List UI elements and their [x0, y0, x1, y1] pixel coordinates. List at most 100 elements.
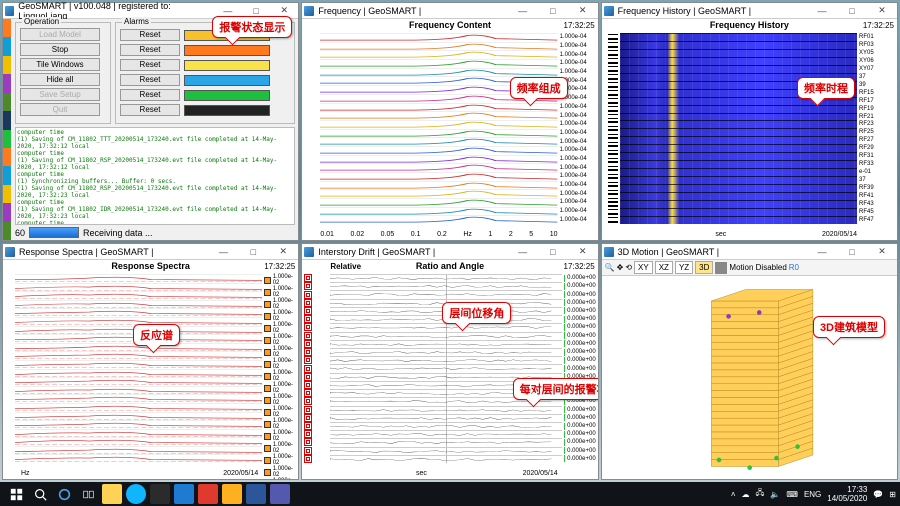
- close-icon[interactable]: ✕: [570, 4, 596, 18]
- app-icon: [5, 6, 14, 16]
- operation-legend: Operation: [22, 17, 61, 26]
- callout-3d-model: 3D建筑模型: [813, 316, 885, 338]
- callout-alarm-status: 报警状态显示: [212, 16, 292, 38]
- close-icon[interactable]: ✕: [270, 245, 296, 259]
- minimize-icon[interactable]: —: [210, 245, 236, 259]
- alarm-reset-button[interactable]: Reset: [120, 59, 180, 71]
- progress-bar: [29, 227, 79, 238]
- cortana-icon[interactable]: [54, 484, 74, 504]
- alarm-reset-button[interactable]: Reset: [120, 89, 180, 101]
- alarm-status-bar: [184, 60, 270, 71]
- callout-freq-hist: 频率时程: [797, 77, 855, 99]
- timestamp: 17:32:25: [863, 21, 894, 30]
- x-axis: sec2020/05/14: [320, 470, 557, 477]
- teams-icon[interactable]: [270, 484, 290, 504]
- view-xy-button[interactable]: XY: [634, 261, 653, 274]
- maximize-icon[interactable]: □: [540, 4, 566, 18]
- tray-volume-icon[interactable]: 🔈: [770, 490, 780, 499]
- tray-keyboard-icon[interactable]: ⌨: [786, 490, 798, 499]
- maximize-icon[interactable]: □: [240, 245, 266, 259]
- alarm-reset-button[interactable]: Reset: [120, 74, 180, 86]
- window-title: Interstory Drift | GeoSMART |: [318, 247, 435, 257]
- window-title: Frequency | GeoSMART |: [318, 6, 421, 16]
- alarm-reset-button[interactable]: Reset: [120, 29, 180, 41]
- close-icon[interactable]: ✕: [869, 245, 895, 259]
- system-tray[interactable]: ˄ ☁ 🖧 🔈 ⌨ ENG 17:33 14/05/2020 💬 ⊞: [731, 485, 896, 503]
- window-title: Response Spectra | GeoSMART |: [19, 247, 153, 257]
- x-axis: 0.010.020.050.10.2 Hz12510: [320, 231, 557, 238]
- minimize-icon[interactable]: —: [510, 245, 536, 259]
- view-xz-button[interactable]: XZ: [655, 261, 673, 274]
- minimize-icon[interactable]: —: [809, 245, 835, 259]
- search-icon[interactable]: [30, 484, 50, 504]
- callout-freq-comp: 频率组成: [510, 77, 568, 99]
- view-3d-button[interactable]: 3D: [695, 261, 713, 274]
- minimize-icon[interactable]: —: [510, 4, 536, 18]
- op-hide-all-button[interactable]: Hide all: [20, 73, 100, 86]
- window-title: 3D Motion | GeoSMART |: [618, 247, 719, 257]
- titlebar[interactable]: 3D Motion | GeoSMART | — □ ✕: [602, 244, 897, 260]
- view-yz-button[interactable]: YZ: [675, 261, 693, 274]
- explorer-icon[interactable]: [102, 484, 122, 504]
- maximize-icon[interactable]: □: [540, 245, 566, 259]
- tray-chevron-icon[interactable]: ˄: [731, 490, 736, 499]
- callout-resp-spec: 反应谱: [133, 324, 180, 346]
- start-button[interactable]: [6, 484, 26, 504]
- close-icon[interactable]: ✕: [869, 4, 895, 18]
- window-frequency-history: Frequency History | GeoSMART | — □ ✕ Fre…: [601, 2, 898, 241]
- progress-value: 60: [15, 228, 25, 238]
- y-labels: 1.000e-021.000e-021.000e-021.000e-021.00…: [264, 274, 296, 463]
- frequency-chart: [320, 33, 557, 224]
- app-red-icon[interactable]: [198, 484, 218, 504]
- tray-network-icon[interactable]: 🖧: [756, 487, 765, 501]
- app-icon: [604, 247, 614, 257]
- tray-overflow-icon[interactable]: ⊞: [889, 490, 896, 499]
- close-icon[interactable]: ✕: [570, 245, 596, 259]
- minimize-icon[interactable]: —: [809, 4, 835, 18]
- chart-subtitle: Relative: [330, 262, 361, 271]
- maximize-icon[interactable]: □: [839, 245, 865, 259]
- app-icon: [5, 247, 15, 257]
- taskview-icon[interactable]: [78, 484, 98, 504]
- op-tile-windows-button[interactable]: Tile Windows: [20, 58, 100, 71]
- alarm-reset-button[interactable]: Reset: [120, 104, 180, 116]
- op-load-model-button: Load Model: [20, 28, 100, 41]
- response-chart: [15, 274, 262, 463]
- app-music-icon[interactable]: [222, 484, 242, 504]
- color-swatch[interactable]: [715, 262, 727, 274]
- viewport-3d[interactable]: [606, 278, 893, 475]
- window-title: Frequency History | GeoSMART |: [618, 6, 751, 16]
- word-icon[interactable]: [246, 484, 266, 504]
- maximize-icon[interactable]: □: [839, 4, 865, 18]
- y-labels: 1.000e-041.000e-041.000e-041.000e-041.00…: [560, 33, 596, 224]
- zoom-icon[interactable]: 🔍: [605, 263, 615, 272]
- edge-icon[interactable]: [174, 484, 194, 504]
- pan-icon[interactable]: ✥: [617, 263, 624, 272]
- app-q-icon[interactable]: [126, 484, 146, 504]
- app-icon: [304, 247, 314, 257]
- timestamp: 17:32:25: [564, 262, 595, 271]
- x-axis: Hz2020/05/14: [21, 470, 258, 477]
- operation-group: Operation Load ModelStopTile WindowsHide…: [15, 22, 111, 124]
- alarm-status-bar: [184, 90, 270, 101]
- chart-title: Response Spectra: [3, 260, 298, 272]
- alarm-status-bar: [184, 45, 270, 56]
- tray-notification-icon[interactable]: 💬: [873, 490, 883, 499]
- y-labels: RF01RF03XY05XY06XY073739RF15RF17RF19RF21…: [859, 33, 895, 224]
- alarm-reset-button[interactable]: Reset: [120, 44, 180, 56]
- titlebar[interactable]: Frequency | GeoSMART | — □ ✕: [302, 3, 597, 19]
- terminal-icon[interactable]: [150, 484, 170, 504]
- tray-clock[interactable]: 17:33 14/05/2020: [827, 485, 867, 503]
- titlebar[interactable]: Frequency History | GeoSMART | — □ ✕: [602, 3, 897, 19]
- window-frequency: Frequency | GeoSMART | — □ ✕ Frequency C…: [301, 2, 598, 241]
- titlebar[interactable]: Response Spectra | GeoSMART | — □ ✕: [3, 244, 298, 260]
- window-interstory-drift: Interstory Drift | GeoSMART | — □ ✕ Rati…: [301, 243, 598, 480]
- op-stop-button[interactable]: Stop: [20, 43, 100, 56]
- channel-markers: [608, 33, 618, 224]
- titlebar[interactable]: Interstory Drift | GeoSMART | — □ ✕: [302, 244, 597, 260]
- taskbar[interactable]: ˄ ☁ 🖧 🔈 ⌨ ENG 17:33 14/05/2020 💬 ⊞: [0, 482, 900, 506]
- tray-cloud-icon[interactable]: ☁: [742, 490, 750, 499]
- timestamp: 17:32:25: [564, 21, 595, 30]
- tray-lang[interactable]: ENG: [804, 490, 821, 499]
- rotate-icon[interactable]: ⟲: [625, 263, 632, 272]
